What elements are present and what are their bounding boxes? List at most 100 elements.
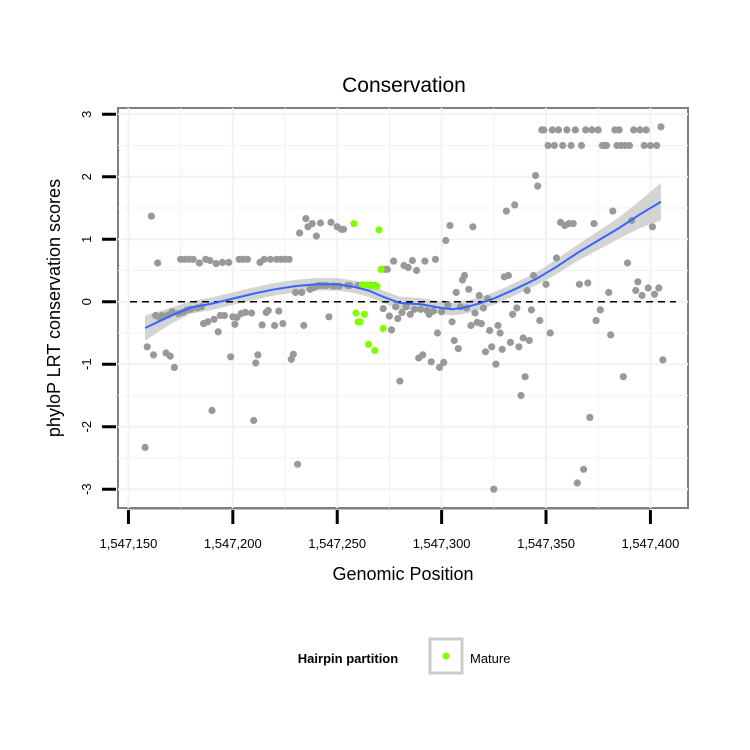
data-point <box>592 316 600 325</box>
data-point <box>527 306 536 314</box>
data-point <box>582 126 590 134</box>
data-point <box>312 232 320 240</box>
data-point <box>225 258 233 266</box>
data-point <box>147 212 155 220</box>
data-point <box>469 223 477 231</box>
data-point <box>149 351 158 359</box>
data-point <box>440 358 448 366</box>
data-point <box>452 288 460 296</box>
data-point <box>580 465 588 473</box>
legend-title: Hairpin partition <box>298 651 398 666</box>
legend: Hairpin partition Mature <box>298 637 510 675</box>
data-point <box>398 308 406 316</box>
data-point <box>394 315 402 323</box>
y-tick-label: -2 <box>79 421 94 433</box>
data-point <box>646 141 655 150</box>
data-point <box>567 141 575 150</box>
data-point <box>296 229 304 237</box>
x-tick-label: 1,547,400 <box>621 536 679 551</box>
data-point <box>475 291 483 300</box>
data-point <box>540 126 548 134</box>
data-point <box>264 306 272 315</box>
data-point <box>554 126 563 134</box>
data-point <box>584 279 592 287</box>
data-point <box>642 126 650 134</box>
data-point <box>166 352 174 360</box>
data-point <box>502 207 510 215</box>
data-point <box>532 171 540 180</box>
data-point <box>390 257 398 265</box>
data-point <box>316 219 325 227</box>
data-point <box>548 126 556 134</box>
data-point <box>254 351 262 359</box>
data-point <box>640 141 648 150</box>
x-axis-label: Genomic Position <box>332 564 473 584</box>
x-tick-label: 1,547,150 <box>100 536 158 551</box>
y-tick-label: 0 <box>79 298 94 305</box>
data-point <box>519 334 527 342</box>
data-point <box>154 259 162 267</box>
data-point <box>575 280 584 288</box>
data-point <box>542 280 550 288</box>
data-point <box>410 305 419 313</box>
mature-point <box>375 226 383 234</box>
mature-point <box>360 310 368 318</box>
data-point <box>625 141 634 150</box>
data-point <box>450 336 458 345</box>
data-point <box>619 373 627 381</box>
data-point <box>243 255 252 263</box>
data-point <box>408 256 416 265</box>
data-point <box>204 318 212 326</box>
data-point <box>523 286 531 295</box>
data-point <box>258 321 266 329</box>
data-point <box>291 288 300 296</box>
data-point <box>563 126 571 134</box>
y-tick-label: 1 <box>79 236 94 243</box>
mature-point <box>352 309 360 317</box>
data-point <box>594 126 602 134</box>
data-point <box>379 305 387 313</box>
data-point <box>488 343 496 351</box>
data-point <box>490 485 498 493</box>
data-point <box>214 328 222 336</box>
data-point <box>266 255 274 263</box>
data-point <box>241 308 249 316</box>
data-point <box>648 223 657 231</box>
mature-point <box>371 346 379 355</box>
mature-point <box>364 340 373 348</box>
data-point <box>248 309 256 317</box>
data-point <box>210 315 218 323</box>
data-point <box>260 255 268 263</box>
data-point <box>289 350 297 358</box>
data-point <box>417 305 425 313</box>
data-point <box>479 304 487 312</box>
data-point <box>586 413 594 421</box>
data-point <box>517 391 525 400</box>
data-point <box>220 311 229 320</box>
data-point <box>634 278 642 286</box>
data-point <box>521 373 529 381</box>
data-point <box>454 345 462 353</box>
data-point <box>623 259 632 267</box>
data-point <box>494 321 502 330</box>
data-point <box>605 288 613 296</box>
data-point <box>298 288 306 296</box>
data-point <box>590 220 598 228</box>
data-point <box>481 348 490 356</box>
data-point <box>392 303 400 311</box>
legend-entry-mature: Mature <box>470 651 510 666</box>
mature-point <box>356 318 364 326</box>
data-point <box>525 336 533 345</box>
data-point <box>421 257 429 265</box>
data-point <box>657 123 665 131</box>
mature-point <box>350 220 358 228</box>
data-point <box>638 291 646 300</box>
data-point <box>573 479 581 487</box>
data-point <box>433 329 442 337</box>
smooth-line <box>144 200 662 329</box>
data-point <box>534 182 542 190</box>
data-point <box>506 338 515 346</box>
data-point <box>300 321 308 330</box>
data-point <box>536 316 544 325</box>
